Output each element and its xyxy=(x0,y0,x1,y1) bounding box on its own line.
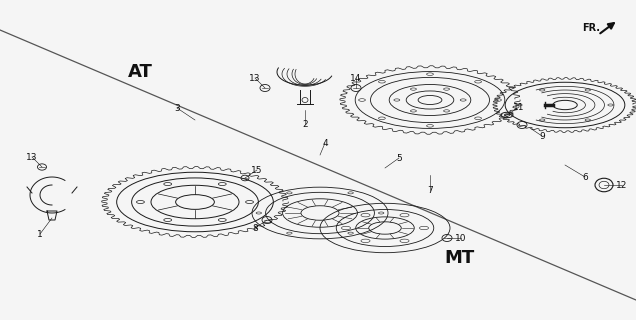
Text: 13: 13 xyxy=(249,74,261,83)
Text: 15: 15 xyxy=(251,165,263,174)
Text: MT: MT xyxy=(445,249,475,267)
Text: 4: 4 xyxy=(322,139,328,148)
Text: AT: AT xyxy=(128,63,153,81)
Text: 5: 5 xyxy=(396,154,402,163)
Text: 7: 7 xyxy=(427,186,433,195)
Text: 11: 11 xyxy=(513,102,525,111)
Text: 10: 10 xyxy=(455,234,467,243)
Text: 6: 6 xyxy=(582,172,588,181)
Text: 1: 1 xyxy=(37,229,43,238)
Text: 12: 12 xyxy=(616,180,628,189)
Text: 8: 8 xyxy=(252,223,258,233)
Text: 13: 13 xyxy=(26,153,38,162)
Text: 14: 14 xyxy=(350,74,362,83)
Text: 9: 9 xyxy=(539,132,545,140)
Text: FR.: FR. xyxy=(582,23,600,33)
Text: 3: 3 xyxy=(174,103,180,113)
Text: 2: 2 xyxy=(302,119,308,129)
